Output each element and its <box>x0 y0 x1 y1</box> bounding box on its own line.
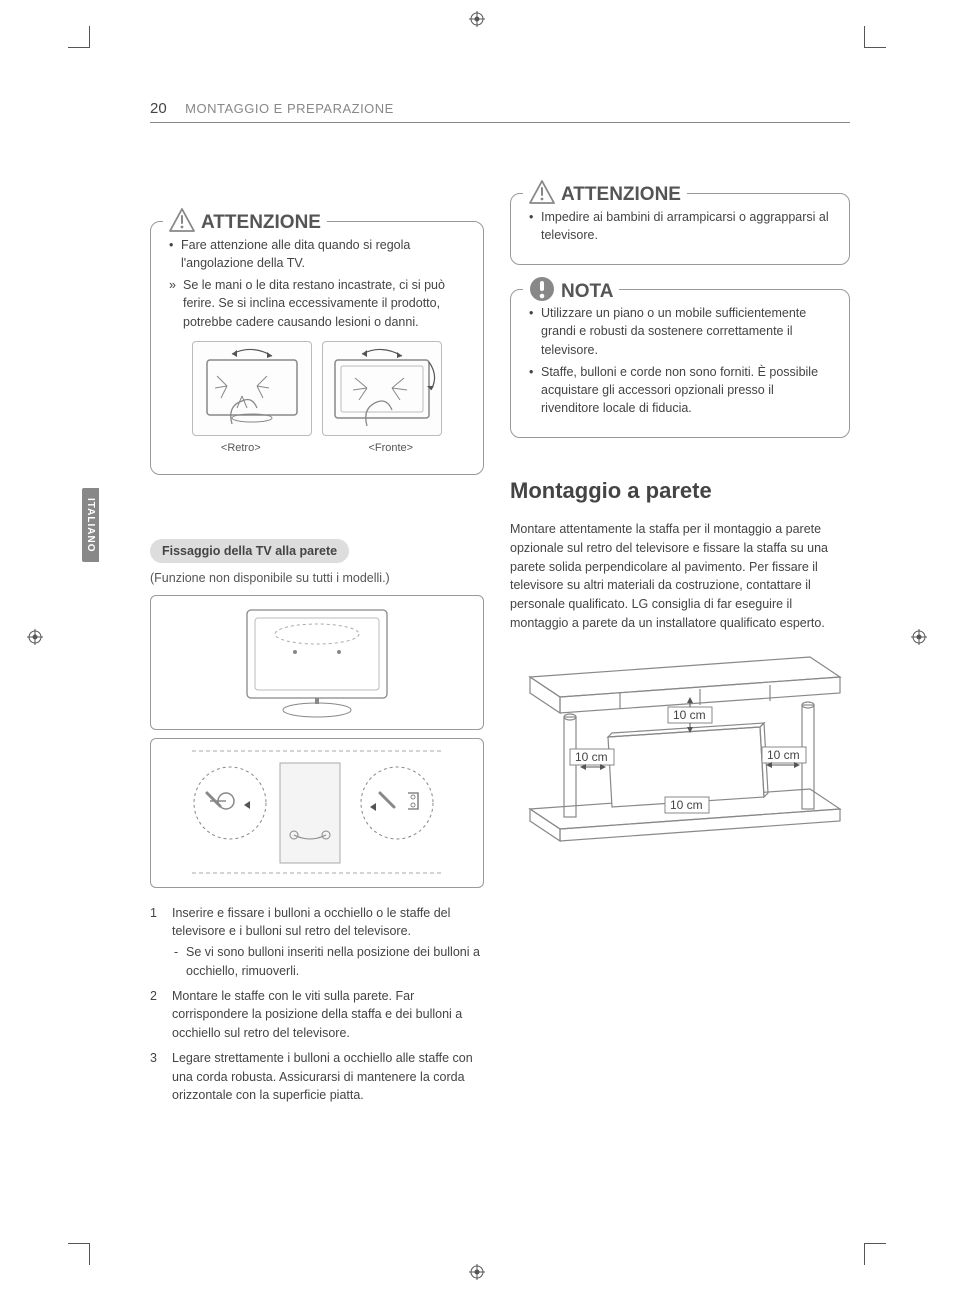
registration-mark-right <box>910 628 928 646</box>
wall-mount-clearance-diagram: 10 cm 10 cm 10 cm 10 cm <box>510 647 850 847</box>
attention-title: ATTENZIONE <box>201 212 321 234</box>
registration-mark-bottom <box>468 1263 486 1281</box>
fixing-steps: 1Inserire e fissare i bulloni a occhiell… <box>150 904 484 1106</box>
crop-mark-tr <box>864 26 886 48</box>
page-number: 20 <box>150 100 167 117</box>
wall-mount-heading: Montaggio a parete <box>510 478 850 504</box>
clearance-left: 10 cm <box>575 750 608 764</box>
section-title: MONTAGGIO E PREPARAZIONE <box>185 101 394 116</box>
registration-mark-left <box>26 628 44 646</box>
right-column: ATTENZIONE Impedire ai bambini di arramp… <box>510 193 850 1111</box>
attention-callout-left: ATTENZIONE Fare attenzione alle dita qua… <box>150 221 484 475</box>
fixing-pill: Fissaggio della TV alla parete <box>150 539 349 563</box>
nota-title: NOTA <box>561 281 613 303</box>
fixing-subnote: (Funzione non disponibile su tutti i mod… <box>150 571 484 585</box>
crop-mark-tl <box>68 26 90 48</box>
step-text: Inserire e fissare i bulloni a occhiello… <box>172 906 450 939</box>
warning-icon <box>529 180 555 209</box>
nota-bullet: Staffe, bulloni e corde non sono forniti… <box>527 363 833 417</box>
attention-bullet: Impedire ai bambini di arrampicarsi o ag… <box>527 208 833 244</box>
crop-mark-bl <box>68 1243 90 1265</box>
attention-bullet: Se le mani o le dita restano incastrate,… <box>167 276 467 330</box>
clearance-bottom: 10 cm <box>670 798 703 812</box>
nota-callout: NOTA Utilizzare un piano o un mobile suf… <box>510 289 850 438</box>
clearance-top: 10 cm <box>673 708 706 722</box>
attention-callout-right: ATTENZIONE Impedire ai bambini di arramp… <box>510 193 850 265</box>
tv-wall-fixing-diagram-1 <box>150 595 484 730</box>
tv-fronte-diagram <box>322 341 442 436</box>
registration-mark-top <box>468 10 486 28</box>
attention-bullet: Fare attenzione alle dita quando si rego… <box>167 236 467 272</box>
fronte-label: <Fronte> <box>368 442 413 454</box>
step-subtext: Se vi sono bulloni inseriti nella posizi… <box>172 943 484 981</box>
tv-retro-diagram <box>192 341 312 436</box>
note-icon <box>529 276 555 307</box>
crop-mark-br <box>864 1243 886 1265</box>
clearance-right: 10 cm <box>767 748 800 762</box>
attention-title: ATTENZIONE <box>561 184 681 206</box>
tv-wall-fixing-diagram-2 <box>150 738 484 888</box>
nota-bullet: Utilizzare un piano o un mobile sufficie… <box>527 304 833 358</box>
step-text: Montare le staffe con le viti sulla pare… <box>172 987 484 1043</box>
page-content: 20 MONTAGGIO E PREPARAZIONE ATTENZIONE F… <box>150 100 850 1111</box>
left-column: ATTENZIONE Fare attenzione alle dita qua… <box>150 193 484 1111</box>
language-tab: ITALIANO <box>82 488 99 562</box>
wall-mount-para: Montare attentamente la staffa per il mo… <box>510 520 850 633</box>
warning-icon <box>169 208 195 237</box>
page-header: 20 MONTAGGIO E PREPARAZIONE <box>150 100 850 123</box>
step-text: Legare strettamente i bulloni a occhiell… <box>172 1049 484 1105</box>
retro-label: <Retro> <box>221 442 261 454</box>
